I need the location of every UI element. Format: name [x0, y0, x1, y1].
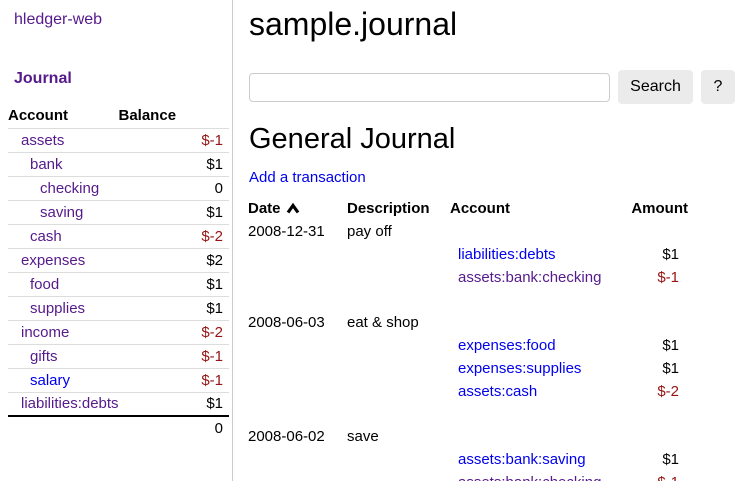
- accounts-header-row: Account Balance: [8, 104, 229, 128]
- account-link[interactable]: expenses: [21, 251, 86, 269]
- posting-account-link[interactable]: liabilities:debts: [458, 246, 556, 263]
- search-input[interactable]: [249, 72, 610, 102]
- transaction-row: 2008-06-03 eat & shop: [248, 311, 688, 334]
- account-balance: $1: [118, 391, 229, 416]
- date-header-label: Date: [248, 199, 281, 217]
- posting-row: assets:bank:checking $-1: [248, 471, 688, 481]
- transaction-date: 2008-06-03: [248, 314, 325, 331]
- posting-amount: $-1: [630, 471, 688, 481]
- account-row: income $-2: [8, 319, 229, 344]
- account-balance: $-1: [118, 127, 229, 152]
- accounts-header-account: Account: [8, 107, 68, 125]
- account-link[interactable]: bank: [30, 155, 63, 173]
- account-row: salary $-1: [8, 367, 229, 392]
- transaction-row: 2008-06-02 save: [248, 425, 688, 448]
- account-link[interactable]: food: [30, 275, 60, 293]
- account-row: assets $-1: [8, 127, 229, 152]
- account-balance: $2: [118, 247, 229, 272]
- transaction-description: eat & shop: [347, 314, 419, 331]
- account-balance: $-2: [118, 319, 229, 344]
- transaction-spacer-row: [248, 403, 688, 425]
- account-balance: $-1: [118, 343, 229, 368]
- transaction-date: 2008-06-02: [248, 428, 325, 445]
- account-balance: $1: [118, 271, 229, 296]
- posting-amount: $-1: [657, 269, 679, 286]
- account-row: expenses $2: [8, 247, 229, 272]
- account-link[interactable]: supplies: [30, 299, 86, 317]
- search-form: Search ?: [249, 70, 735, 104]
- account-link[interactable]: liabilities:debts: [21, 395, 119, 413]
- sidebar-journal-link[interactable]: Journal: [14, 70, 72, 87]
- register-header-date[interactable]: Date: [248, 196, 347, 220]
- transaction-row: 2008-12-31 pay off: [248, 220, 688, 243]
- chevron-up-icon: [286, 202, 299, 213]
- transaction-date: 2008-12-31: [248, 223, 325, 240]
- account-balance: 0: [118, 175, 229, 200]
- transaction-description: pay off: [347, 223, 392, 240]
- posting-amount: $1: [662, 451, 679, 468]
- account-link[interactable]: checking: [40, 179, 100, 197]
- posting-account-link[interactable]: assets:bank:saving: [458, 451, 586, 468]
- register-table: Date Description Account Amount 2008-12-…: [248, 196, 688, 481]
- accounts-header-balance: Balance: [118, 107, 177, 125]
- posting-row: assets:cash $-2: [248, 380, 688, 403]
- posting-row: expenses:food $1: [248, 334, 688, 357]
- register-header-account: Account: [450, 199, 510, 217]
- posting-amount: $-2: [657, 383, 679, 400]
- account-link[interactable]: assets: [21, 131, 65, 149]
- posting-row: assets:bank:checking $-1: [248, 266, 688, 289]
- posting-amount: $1: [662, 360, 679, 377]
- search-button[interactable]: Search: [618, 70, 693, 104]
- transaction-description: save: [347, 428, 379, 445]
- account-balance: $-2: [118, 223, 229, 248]
- account-row: cash $-2: [8, 223, 229, 248]
- account-link[interactable]: salary: [30, 371, 71, 389]
- add-transaction-link[interactable]: Add a transaction: [249, 169, 366, 186]
- account-row: liabilities:debts $1: [8, 391, 229, 416]
- account-balance: $-1: [118, 367, 229, 392]
- account-row: gifts $-1: [8, 343, 229, 368]
- account-link[interactable]: saving: [40, 203, 84, 221]
- posting-row: expenses:supplies $1: [248, 357, 688, 380]
- posting-row: liabilities:debts $1: [248, 243, 688, 266]
- posting-amount: $1: [662, 246, 679, 263]
- posting-account-link[interactable]: assets:bank:checking: [458, 269, 602, 286]
- sidebar: hledger-web Journal Account Balance asse…: [0, 0, 233, 481]
- posting-account-link[interactable]: assets:cash: [458, 383, 538, 400]
- posting-account-link[interactable]: expenses:food: [458, 337, 556, 354]
- search-help-button[interactable]: ?: [701, 70, 735, 104]
- transaction-spacer-row: [248, 289, 688, 311]
- posting-amount: $1: [662, 337, 679, 354]
- account-balance: $1: [118, 295, 229, 320]
- posting-account-link[interactable]: assets:bank:checking: [450, 474, 601, 481]
- section-title: General Journal: [249, 123, 456, 155]
- account-row: bank $1: [8, 151, 229, 176]
- account-balance: $1: [118, 199, 229, 224]
- posting-account-link[interactable]: expenses:supplies: [458, 360, 582, 377]
- register-header-description: Description: [347, 199, 430, 217]
- account-link[interactable]: cash: [30, 227, 62, 245]
- accounts-table: Account Balance assets $-1 bank $1 checking 0…: [8, 104, 229, 440]
- account-row: supplies $1: [8, 295, 229, 320]
- register-header-row: Date Description Account Amount: [248, 196, 688, 220]
- account-row: saving $1: [8, 199, 229, 224]
- register-header-amount: Amount: [631, 199, 688, 217]
- page-title: sample.journal: [249, 6, 458, 42]
- brand-link[interactable]: hledger-web: [14, 11, 103, 28]
- posting-row: assets:bank:saving $1: [248, 448, 688, 471]
- account-row: checking 0: [8, 175, 229, 200]
- account-balance: $1: [118, 151, 229, 176]
- accounts-total-value: 0: [118, 415, 229, 440]
- accounts-total-row: 0: [8, 415, 229, 440]
- account-row: food $1: [8, 271, 229, 296]
- main-content: sample.journal Search ? General Journal …: [234, 0, 742, 481]
- account-link[interactable]: gifts: [30, 347, 58, 365]
- account-link[interactable]: income: [21, 323, 70, 341]
